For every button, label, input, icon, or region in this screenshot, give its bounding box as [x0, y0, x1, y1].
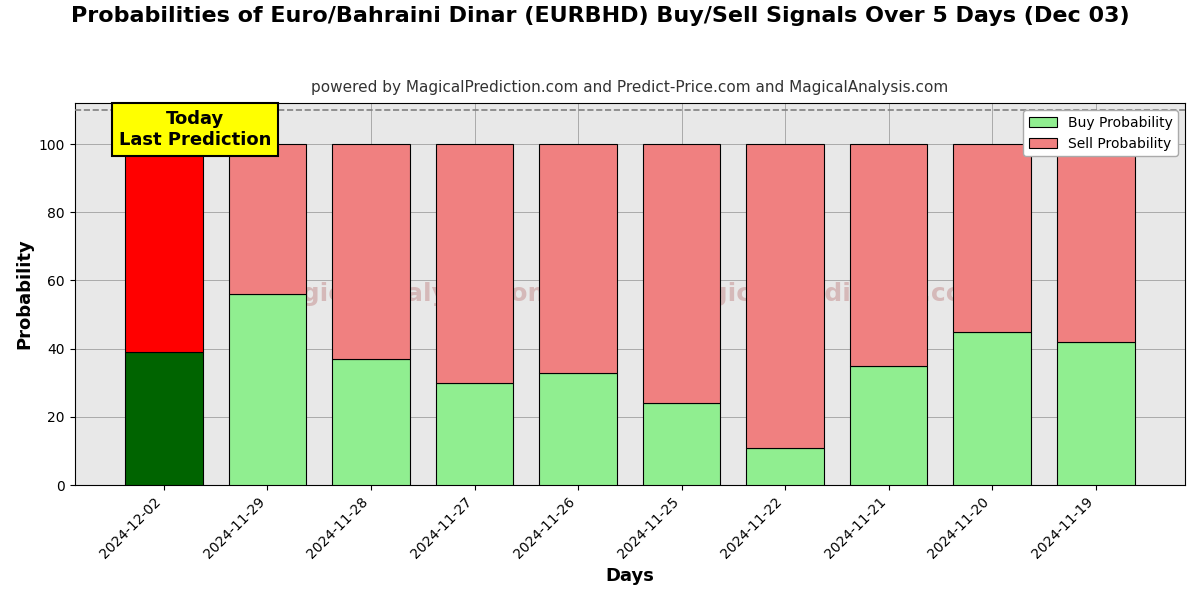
Bar — [1057, 144, 1134, 342]
Legend: Buy Probability, Sell Probability: Buy Probability, Sell Probability — [1024, 110, 1178, 156]
Bar — [125, 144, 203, 352]
Bar — [539, 373, 617, 485]
Text: MagicalPrediction.com: MagicalPrediction.com — [670, 282, 990, 306]
Bar — [953, 144, 1031, 332]
Bar — [436, 383, 514, 485]
Bar — [746, 144, 824, 448]
Text: Today
Last Prediction: Today Last Prediction — [119, 110, 271, 149]
X-axis label: Days: Days — [605, 567, 654, 585]
Bar — [850, 144, 928, 366]
Bar — [332, 144, 410, 359]
Bar — [746, 448, 824, 485]
Bar — [332, 359, 410, 485]
Text: Probabilities of Euro/Bahraini Dinar (EURBHD) Buy/Sell Signals Over 5 Days (Dec : Probabilities of Euro/Bahraini Dinar (EU… — [71, 6, 1129, 26]
Bar — [125, 352, 203, 485]
Bar — [1057, 342, 1134, 485]
Bar — [953, 332, 1031, 485]
Bar — [436, 144, 514, 383]
Bar — [643, 144, 720, 403]
Bar — [643, 403, 720, 485]
Bar — [539, 144, 617, 373]
Bar — [229, 144, 306, 294]
Title: powered by MagicalPrediction.com and Predict-Price.com and MagicalAnalysis.com: powered by MagicalPrediction.com and Pre… — [311, 80, 948, 95]
Y-axis label: Probability: Probability — [16, 239, 34, 349]
Bar — [229, 294, 306, 485]
Bar — [850, 366, 928, 485]
Text: MagicalAnalysis.com: MagicalAnalysis.com — [260, 282, 554, 306]
